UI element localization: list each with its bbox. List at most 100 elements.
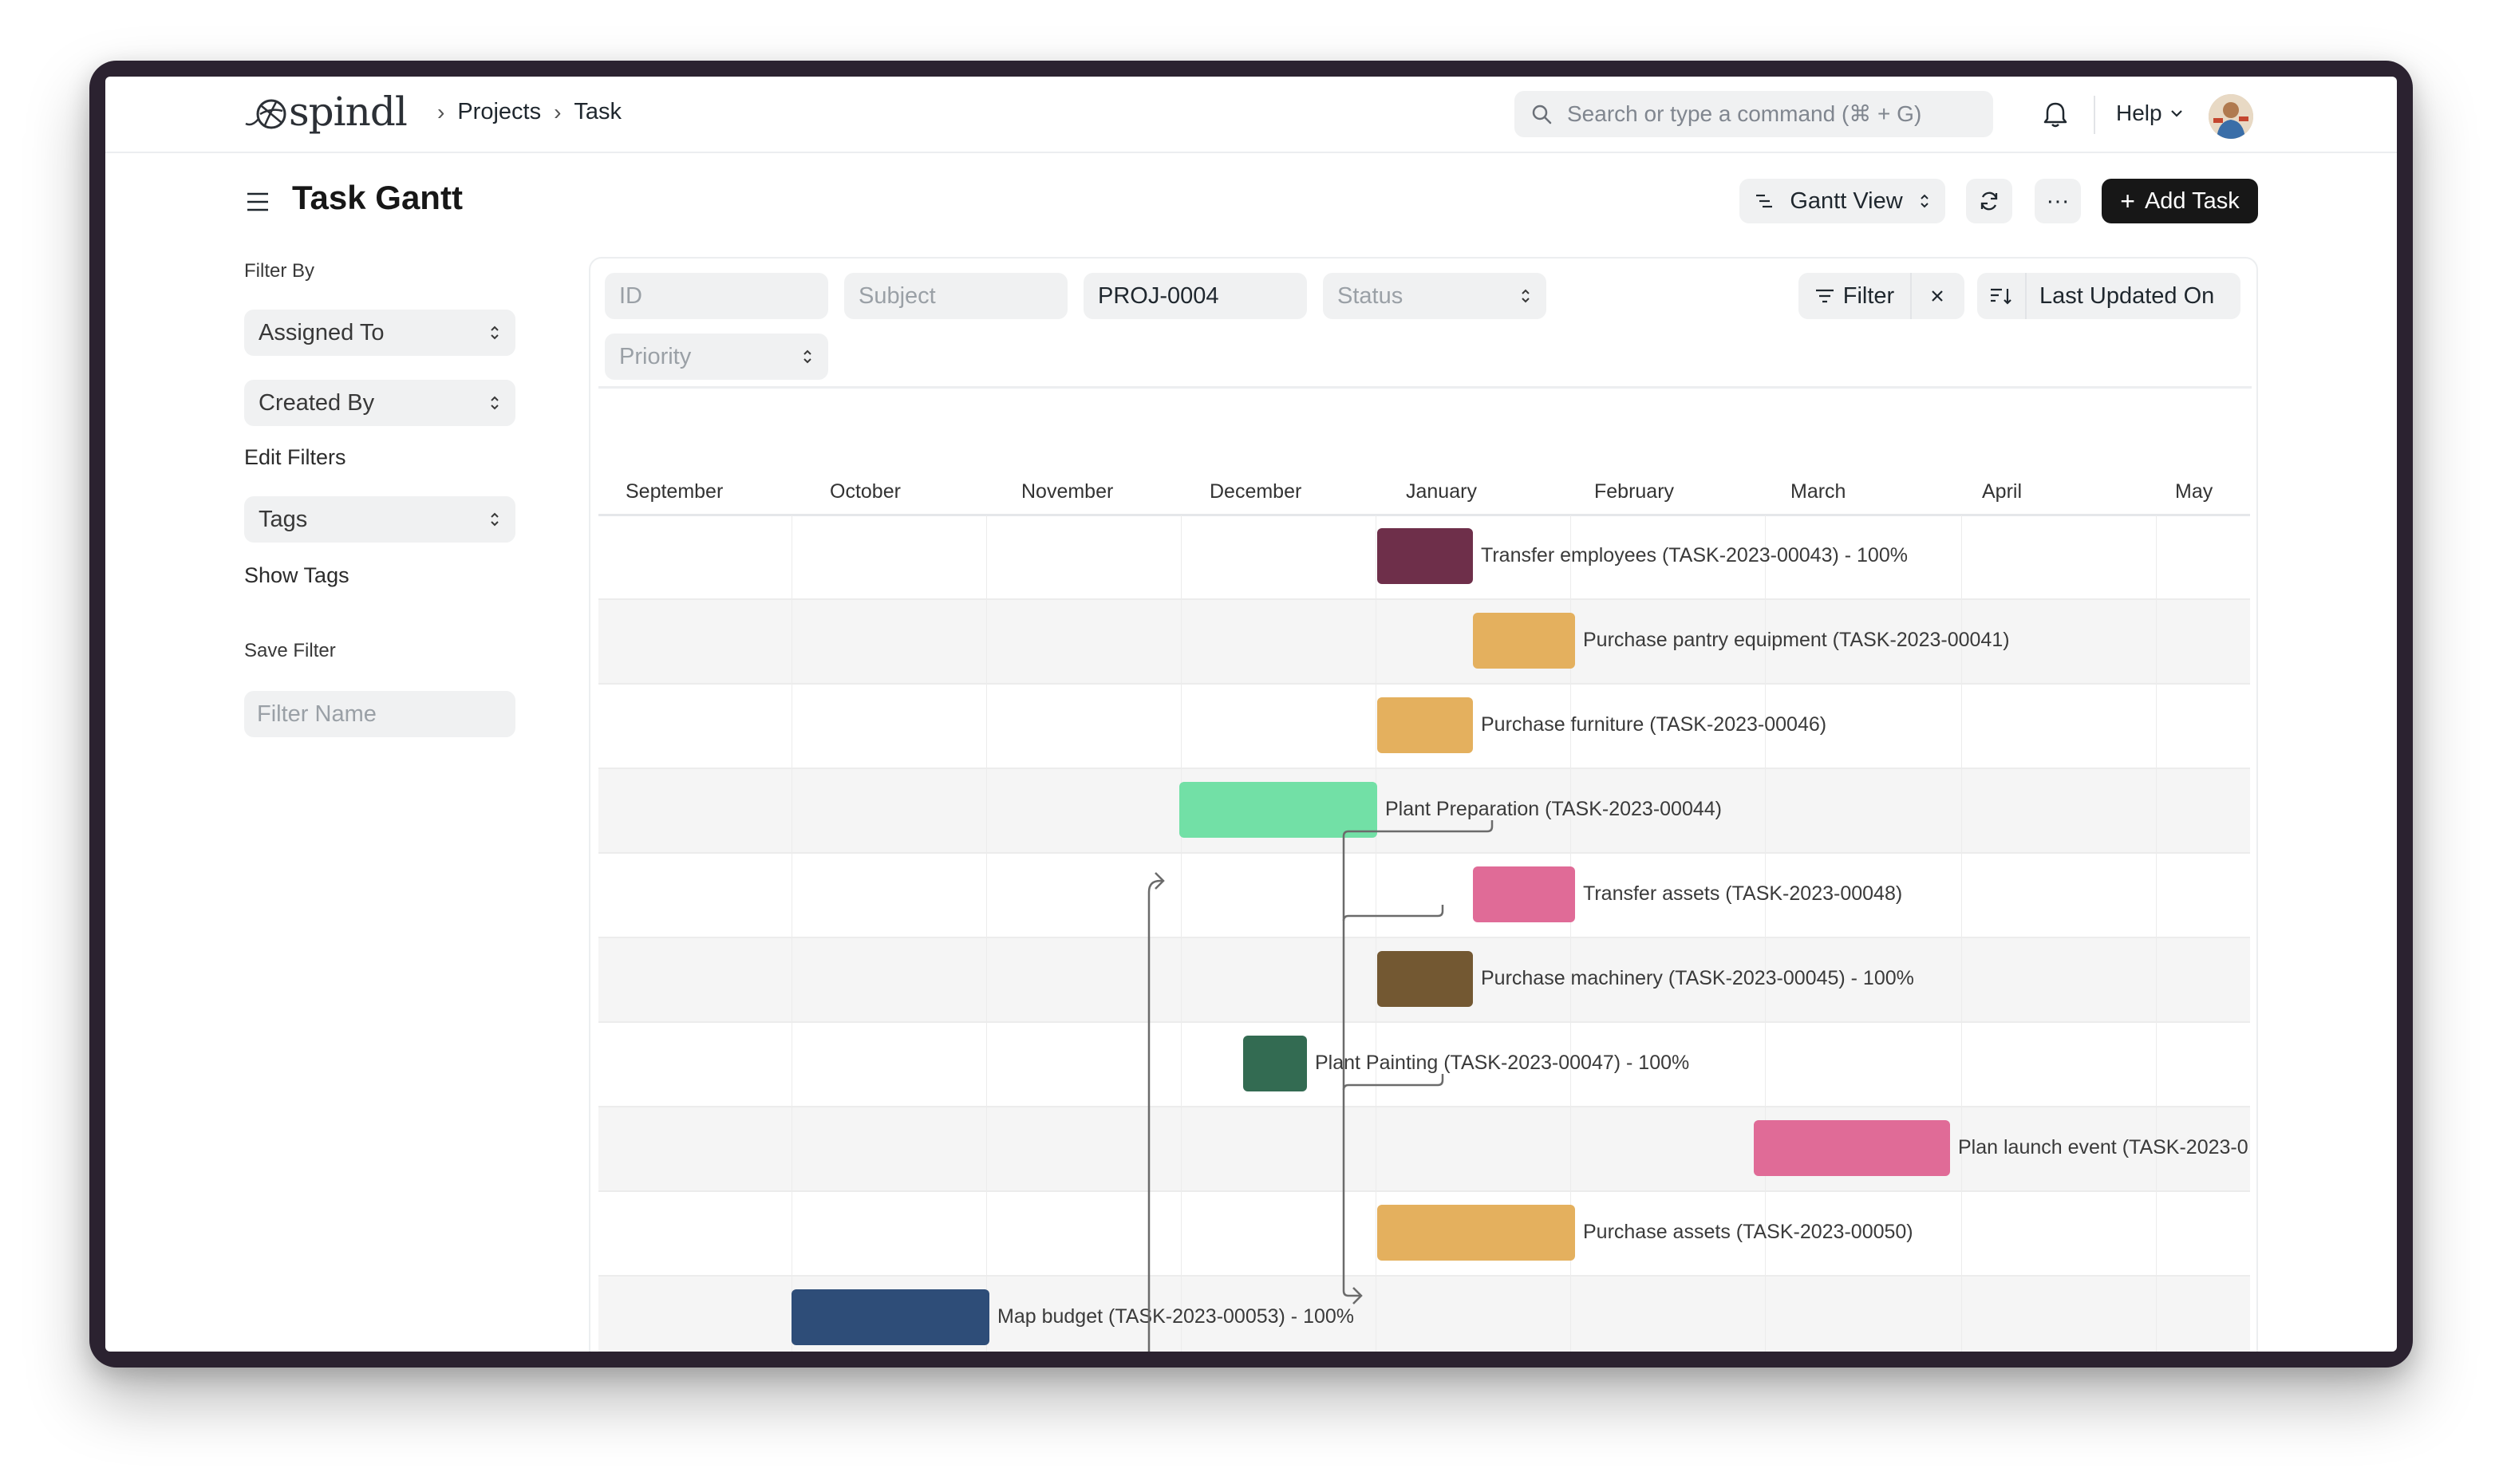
gantt-task-bar[interactable] <box>1473 613 1575 669</box>
avatar[interactable] <box>2209 94 2253 139</box>
month-label: December <box>1210 480 1302 503</box>
gantt-row <box>598 515 2250 600</box>
sort-icon <box>1991 288 2011 305</box>
priority-filter-select[interactable]: Priority <box>605 334 828 380</box>
bell-icon[interactable] <box>2039 99 2071 131</box>
month-label: May <box>2175 480 2213 503</box>
user-avatar-icon <box>2209 94 2253 139</box>
search-bar[interactable] <box>1514 91 1993 137</box>
assigned-to-select[interactable]: Assigned To <box>244 310 515 356</box>
project-filter-input[interactable] <box>1098 282 1293 310</box>
gantt-task-bar[interactable] <box>1179 782 1377 838</box>
gantt-task-bar[interactable] <box>1377 1205 1575 1261</box>
navbar: spindl › Projects › Task Help <box>105 77 2397 153</box>
assigned-to-label: Assigned To <box>259 319 385 345</box>
status-placeholder: Status <box>1337 282 1403 309</box>
filter-icon <box>1815 289 1834 303</box>
help-label: Help <box>2116 101 2162 125</box>
gantt-task-bar[interactable] <box>1377 528 1473 584</box>
logo[interactable]: spindl <box>244 88 408 136</box>
filter-label: Filter <box>1842 282 1895 309</box>
filter-name-field[interactable] <box>244 691 515 737</box>
gantt-task-label: Map budget (TASK-2023-00053) - 100% <box>997 1305 1355 1328</box>
updown-icon <box>1522 289 1530 303</box>
gantt-task-label: Transfer employees (TASK-2023-00043) - 1… <box>1481 544 1908 566</box>
navbar-divider <box>2094 96 2095 134</box>
sort-direction-toggle[interactable] <box>1977 273 2027 319</box>
month-label: October <box>830 480 901 503</box>
gantt-task-label: Purchase furniture (TASK-2023-00046) <box>1481 713 1827 736</box>
app-screen: spindl › Projects › Task Help <box>105 77 2397 1352</box>
month-label: March <box>1790 480 1846 503</box>
menu-icon[interactable] <box>244 188 271 215</box>
gantt-task-bar[interactable] <box>1754 1120 1950 1176</box>
gantt-task-bar[interactable] <box>1473 866 1575 922</box>
save-filter-label: Save Filter <box>244 640 336 661</box>
month-label: September <box>626 480 724 503</box>
month-label: November <box>1021 480 1114 503</box>
gantt-grid-line <box>1961 515 1962 1352</box>
chevron-right-icon: › <box>554 99 562 124</box>
gantt-task-label: Plant Painting (TASK-2023-00047) - 100% <box>1315 1052 1690 1074</box>
gantt-task-bar[interactable] <box>1243 1036 1307 1091</box>
edit-filters-link[interactable]: Edit Filters <box>244 445 346 469</box>
logo-text: spindl <box>289 89 408 135</box>
gantt-task-bar[interactable] <box>1377 697 1473 753</box>
id-filter-input[interactable] <box>619 282 814 310</box>
clear-filter-button[interactable] <box>1912 273 1963 319</box>
breadcrumb: › Projects › Task <box>424 99 622 125</box>
status-filter-select[interactable]: Status <box>1323 273 1546 319</box>
id-filter-field[interactable] <box>605 273 828 319</box>
more-icon: ··· <box>2046 187 2070 214</box>
add-task-button[interactable]: + Add Task <box>2102 179 2258 223</box>
filter-button[interactable]: Filter <box>1798 273 1964 319</box>
chevron-down-icon <box>2170 110 2182 117</box>
view-switcher-button[interactable]: Gantt View <box>1739 179 1945 223</box>
gantt-header-line <box>598 514 2250 516</box>
gantt-task-label: Transfer assets (TASK-2023-00048) <box>1583 882 1903 905</box>
gantt-task-bar[interactable] <box>1377 951 1473 1007</box>
page-title: Task Gantt <box>292 179 463 216</box>
search-icon <box>1532 105 1552 124</box>
filter-name-input[interactable] <box>257 701 496 728</box>
sort-label: Last Updated On <box>2039 282 2215 309</box>
gantt-task-bar[interactable] <box>792 1289 989 1345</box>
filter-toggle[interactable]: Filter <box>1798 273 1912 319</box>
created-by-label: Created By <box>259 389 375 416</box>
add-task-label: Add Task <box>2144 187 2240 214</box>
breadcrumb-projects[interactable]: Projects <box>457 99 542 124</box>
project-filter-field[interactable] <box>1084 273 1307 319</box>
refresh-icon <box>1980 191 1998 211</box>
gantt-task-label: Plan launch event (TASK-2023-0 <box>1958 1136 2248 1158</box>
month-label: February <box>1594 480 1675 503</box>
gantt-grid-line <box>1181 515 1182 1352</box>
view-label: Gantt View <box>1790 187 1903 214</box>
help-dropdown[interactable]: Help <box>2116 101 2185 126</box>
show-tags-link[interactable]: Show Tags <box>244 563 349 587</box>
updown-icon <box>491 396 499 410</box>
card-divider <box>598 386 2252 389</box>
subject-filter-field[interactable] <box>844 273 1068 319</box>
search-input[interactable] <box>1567 101 1982 127</box>
breadcrumb-task[interactable]: Task <box>574 99 622 124</box>
gantt-card: Status Priority Filter <box>589 257 2258 1352</box>
gantt-grid-line <box>1765 515 1766 1352</box>
gantt-grid-line <box>986 515 987 1352</box>
gantt-chart: September October November December January F… <box>598 418 2250 1352</box>
refresh-button[interactable] <box>1966 179 2012 223</box>
priority-placeholder: Priority <box>619 343 692 369</box>
sort-button[interactable]: Last Updated On <box>1977 273 2240 319</box>
updown-icon <box>1921 194 1929 208</box>
more-options-button[interactable]: ··· <box>2035 179 2081 223</box>
chevron-right-icon: › <box>437 99 445 124</box>
tags-select[interactable]: Tags <box>244 496 515 543</box>
close-icon <box>1932 290 1943 302</box>
updown-icon <box>491 512 499 527</box>
created-by-select[interactable]: Created By <box>244 380 515 426</box>
gantt-task-label: Plant Preparation (TASK-2023-00044) <box>1385 798 1722 820</box>
month-label: January <box>1406 480 1477 503</box>
subject-filter-input[interactable] <box>859 282 1053 310</box>
gantt-row <box>598 854 2250 938</box>
gantt-task-label: Purchase machinery (TASK-2023-00045) - 1… <box>1481 967 1914 989</box>
gantt-row <box>598 685 2250 769</box>
